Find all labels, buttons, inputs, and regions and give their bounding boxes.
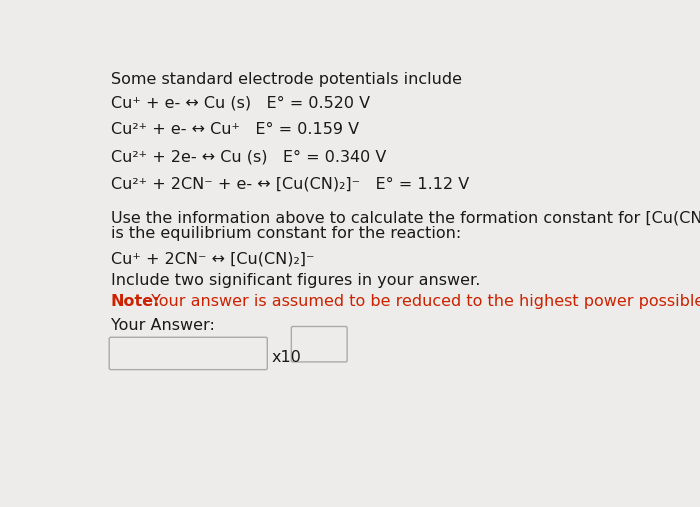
FancyBboxPatch shape: [291, 327, 347, 362]
Text: Cu²⁺ + e- ↔ Cu⁺   E° = 0.159 V: Cu²⁺ + e- ↔ Cu⁺ E° = 0.159 V: [111, 122, 359, 137]
Text: Cu²⁺ + 2e- ↔ Cu (s)   E° = 0.340 V: Cu²⁺ + 2e- ↔ Cu (s) E° = 0.340 V: [111, 150, 386, 164]
Text: Your Answer:: Your Answer:: [111, 318, 215, 333]
FancyBboxPatch shape: [109, 337, 267, 370]
Text: Your answer is assumed to be reduced to the highest power possible.: Your answer is assumed to be reduced to …: [146, 294, 700, 309]
Text: is the equilibrium constant for the reaction:: is the equilibrium constant for the reac…: [111, 227, 461, 241]
Text: Use the information above to calculate the formation constant for [Cu(CN)₂]⁻, wh: Use the information above to calculate t…: [111, 211, 700, 226]
Text: Include two significant figures in your answer.: Include two significant figures in your …: [111, 273, 480, 287]
Text: Cu⁺ + e- ↔ Cu (s)   E° = 0.520 V: Cu⁺ + e- ↔ Cu (s) E° = 0.520 V: [111, 95, 370, 111]
Text: Some standard electrode potentials include: Some standard electrode potentials inclu…: [111, 73, 462, 87]
Text: Cu⁺ + 2CN⁻ ↔ [Cu(CN)₂]⁻: Cu⁺ + 2CN⁻ ↔ [Cu(CN)₂]⁻: [111, 251, 314, 266]
Text: x10: x10: [272, 350, 302, 365]
Text: Note:: Note:: [111, 294, 160, 309]
Text: Cu²⁺ + 2CN⁻ + e- ↔ [Cu(CN)₂]⁻   E° = 1.12 V: Cu²⁺ + 2CN⁻ + e- ↔ [Cu(CN)₂]⁻ E° = 1.12 …: [111, 176, 469, 191]
